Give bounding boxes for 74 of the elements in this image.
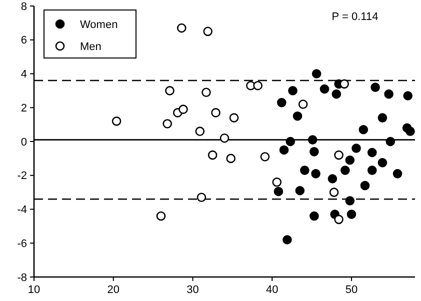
point bbox=[392, 169, 402, 178]
y-tick-label: 4 bbox=[20, 68, 27, 81]
y-tick-label: 8 bbox=[20, 0, 27, 13]
y-tick-label: -6 bbox=[17, 238, 27, 250]
point bbox=[253, 80, 262, 90]
point bbox=[202, 88, 211, 98]
y-tick-label: -2 bbox=[17, 170, 27, 182]
point bbox=[220, 133, 230, 143]
x-tick-label: 20 bbox=[107, 284, 120, 296]
point bbox=[277, 98, 286, 108]
point bbox=[312, 69, 322, 78]
point bbox=[406, 126, 415, 136]
y-tick-label: -8 bbox=[17, 272, 27, 284]
point bbox=[298, 100, 308, 109]
point bbox=[112, 116, 122, 126]
point bbox=[386, 136, 396, 146]
point bbox=[367, 148, 377, 158]
point bbox=[352, 144, 361, 153]
point bbox=[208, 150, 218, 160]
point bbox=[308, 135, 318, 144]
point bbox=[165, 86, 174, 96]
point bbox=[358, 124, 368, 134]
point bbox=[403, 91, 413, 100]
point bbox=[334, 150, 344, 160]
annotation: P = 0.114 bbox=[332, 11, 378, 23]
point bbox=[196, 192, 206, 202]
point bbox=[334, 214, 344, 224]
point bbox=[260, 152, 270, 162]
point bbox=[288, 86, 298, 96]
point bbox=[384, 89, 394, 99]
point bbox=[282, 235, 292, 244]
point bbox=[295, 186, 305, 196]
point bbox=[378, 158, 388, 168]
point bbox=[367, 166, 377, 175]
x-tick-label: 50 bbox=[345, 284, 358, 296]
point bbox=[346, 210, 356, 219]
x-tick-label: 10 bbox=[28, 284, 40, 296]
point bbox=[311, 169, 320, 178]
point bbox=[328, 174, 338, 184]
point bbox=[292, 111, 302, 121]
x-tick-label: 30 bbox=[186, 284, 199, 296]
point bbox=[274, 186, 284, 196]
point bbox=[310, 147, 319, 156]
point bbox=[162, 119, 172, 128]
y-tick-label: 0 bbox=[20, 136, 27, 148]
legend-label: Men bbox=[80, 40, 102, 53]
point bbox=[156, 211, 166, 221]
point bbox=[195, 126, 205, 136]
point bbox=[229, 113, 239, 122]
x-tick-label: 40 bbox=[266, 284, 278, 296]
point bbox=[340, 79, 350, 89]
point bbox=[345, 155, 355, 165]
point bbox=[211, 108, 220, 118]
point bbox=[286, 136, 296, 146]
point bbox=[345, 196, 355, 206]
point bbox=[226, 154, 236, 164]
point bbox=[340, 166, 350, 175]
point bbox=[310, 211, 319, 221]
legend-label: Women bbox=[80, 18, 118, 31]
point bbox=[203, 26, 212, 36]
point bbox=[320, 84, 330, 94]
point bbox=[279, 145, 289, 155]
point bbox=[300, 166, 310, 175]
y-tick-label: -4 bbox=[17, 204, 27, 216]
point bbox=[178, 104, 188, 114]
point bbox=[332, 89, 342, 99]
point bbox=[272, 178, 282, 187]
point bbox=[360, 180, 370, 190]
y-tick-label: 6 bbox=[20, 34, 27, 47]
point bbox=[378, 113, 388, 122]
point bbox=[176, 23, 186, 33]
point bbox=[329, 188, 339, 197]
y-tick-label: 2 bbox=[20, 102, 27, 114]
point bbox=[370, 82, 380, 92]
